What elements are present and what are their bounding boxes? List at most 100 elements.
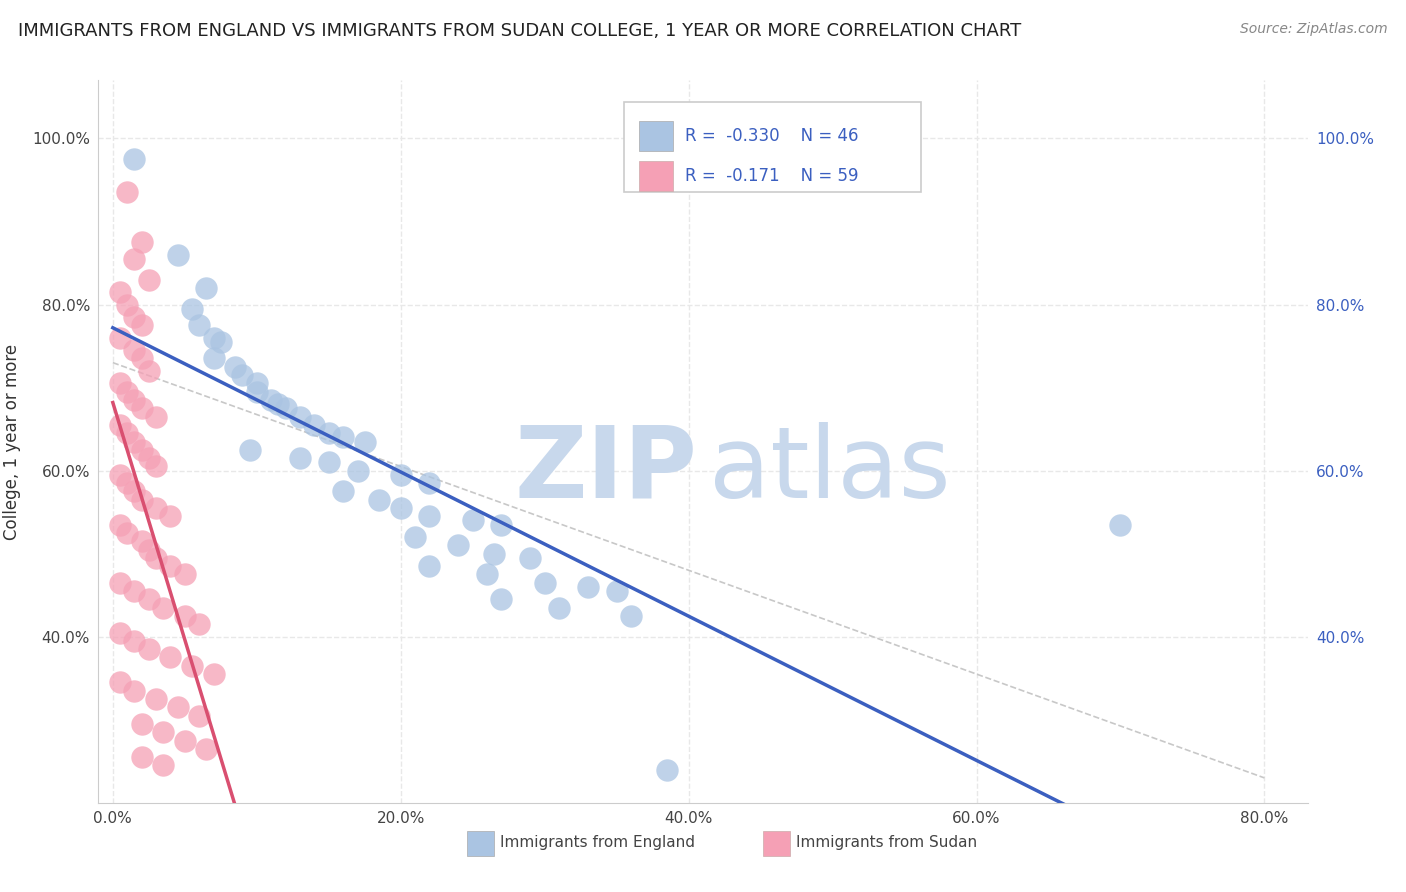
- Point: [353, 434, 375, 449]
- Point: [202, 351, 225, 366]
- Point: [138, 451, 160, 466]
- Point: [318, 455, 340, 469]
- Text: R =  -0.171    N = 59: R = -0.171 N = 59: [685, 167, 858, 185]
- Point: [346, 464, 368, 478]
- Point: [138, 364, 160, 378]
- Point: [173, 733, 195, 747]
- Point: [368, 492, 391, 507]
- Point: [195, 281, 218, 295]
- Point: [131, 401, 153, 416]
- Point: [166, 248, 188, 262]
- Point: [188, 318, 211, 333]
- Point: [274, 401, 297, 416]
- Point: [475, 567, 498, 582]
- Point: [138, 542, 160, 557]
- Point: [131, 442, 153, 457]
- Point: [131, 750, 153, 764]
- Point: [124, 310, 146, 324]
- Y-axis label: College, 1 year or more: College, 1 year or more: [3, 343, 21, 540]
- Point: [108, 376, 131, 391]
- Point: [491, 517, 513, 532]
- Point: [519, 550, 541, 565]
- Point: [108, 417, 131, 432]
- Point: [484, 547, 506, 561]
- Point: [288, 451, 311, 466]
- Point: [606, 584, 628, 599]
- Point: [332, 430, 354, 444]
- Point: [131, 351, 153, 366]
- Point: [533, 575, 555, 590]
- Point: [389, 467, 412, 482]
- Point: [447, 538, 470, 552]
- Point: [332, 484, 354, 499]
- Point: [152, 600, 174, 615]
- Point: [188, 617, 211, 632]
- Point: [124, 252, 146, 266]
- Point: [115, 297, 138, 311]
- Point: [108, 285, 131, 299]
- Point: [418, 559, 440, 574]
- Point: [108, 575, 131, 590]
- Point: [124, 584, 146, 599]
- Point: [202, 667, 225, 681]
- Point: [195, 741, 218, 756]
- Point: [145, 500, 167, 515]
- Point: [159, 559, 181, 574]
- Text: IMMIGRANTS FROM ENGLAND VS IMMIGRANTS FROM SUDAN COLLEGE, 1 YEAR OR MORE CORRELA: IMMIGRANTS FROM ENGLAND VS IMMIGRANTS FR…: [18, 22, 1022, 40]
- Point: [173, 609, 195, 624]
- Point: [115, 426, 138, 441]
- Point: [404, 530, 426, 544]
- Point: [108, 625, 131, 640]
- Point: [304, 417, 326, 432]
- Point: [145, 459, 167, 474]
- Point: [145, 409, 167, 424]
- Text: Source: ZipAtlas.com: Source: ZipAtlas.com: [1240, 22, 1388, 37]
- Point: [224, 359, 246, 374]
- Point: [115, 476, 138, 491]
- Point: [145, 692, 167, 706]
- Point: [108, 675, 131, 690]
- Point: [124, 434, 146, 449]
- Point: [166, 700, 188, 714]
- Text: R =  -0.330    N = 46: R = -0.330 N = 46: [685, 128, 858, 145]
- Point: [246, 384, 269, 399]
- Point: [418, 476, 440, 491]
- Point: [1109, 517, 1132, 532]
- Point: [108, 467, 131, 482]
- Point: [138, 272, 160, 286]
- Point: [152, 725, 174, 739]
- Point: [108, 517, 131, 532]
- Point: [576, 580, 599, 594]
- Point: [124, 633, 146, 648]
- Point: [260, 392, 283, 407]
- FancyBboxPatch shape: [638, 161, 673, 191]
- Point: [138, 642, 160, 657]
- Point: [288, 409, 311, 424]
- Point: [115, 186, 138, 200]
- Point: [491, 592, 513, 607]
- Text: Immigrants from Sudan: Immigrants from Sudan: [796, 835, 977, 850]
- Point: [181, 658, 204, 673]
- Point: [159, 650, 181, 665]
- Point: [188, 708, 211, 723]
- Point: [131, 717, 153, 731]
- Point: [246, 376, 269, 391]
- Point: [239, 442, 262, 457]
- Point: [461, 513, 484, 527]
- Point: [124, 343, 146, 358]
- Point: [124, 683, 146, 698]
- Point: [267, 397, 290, 411]
- Point: [181, 301, 204, 316]
- Point: [418, 509, 440, 524]
- Point: [389, 500, 412, 515]
- Point: [115, 384, 138, 399]
- FancyBboxPatch shape: [624, 102, 921, 193]
- Point: [124, 484, 146, 499]
- Point: [231, 368, 253, 383]
- Point: [131, 318, 153, 333]
- Point: [108, 331, 131, 345]
- Point: [152, 758, 174, 772]
- Point: [202, 331, 225, 345]
- Point: [131, 492, 153, 507]
- Point: [131, 235, 153, 250]
